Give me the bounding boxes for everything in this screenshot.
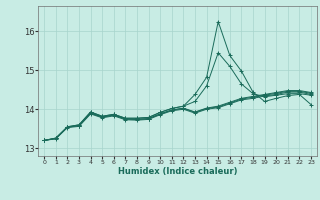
X-axis label: Humidex (Indice chaleur): Humidex (Indice chaleur)	[118, 167, 237, 176]
